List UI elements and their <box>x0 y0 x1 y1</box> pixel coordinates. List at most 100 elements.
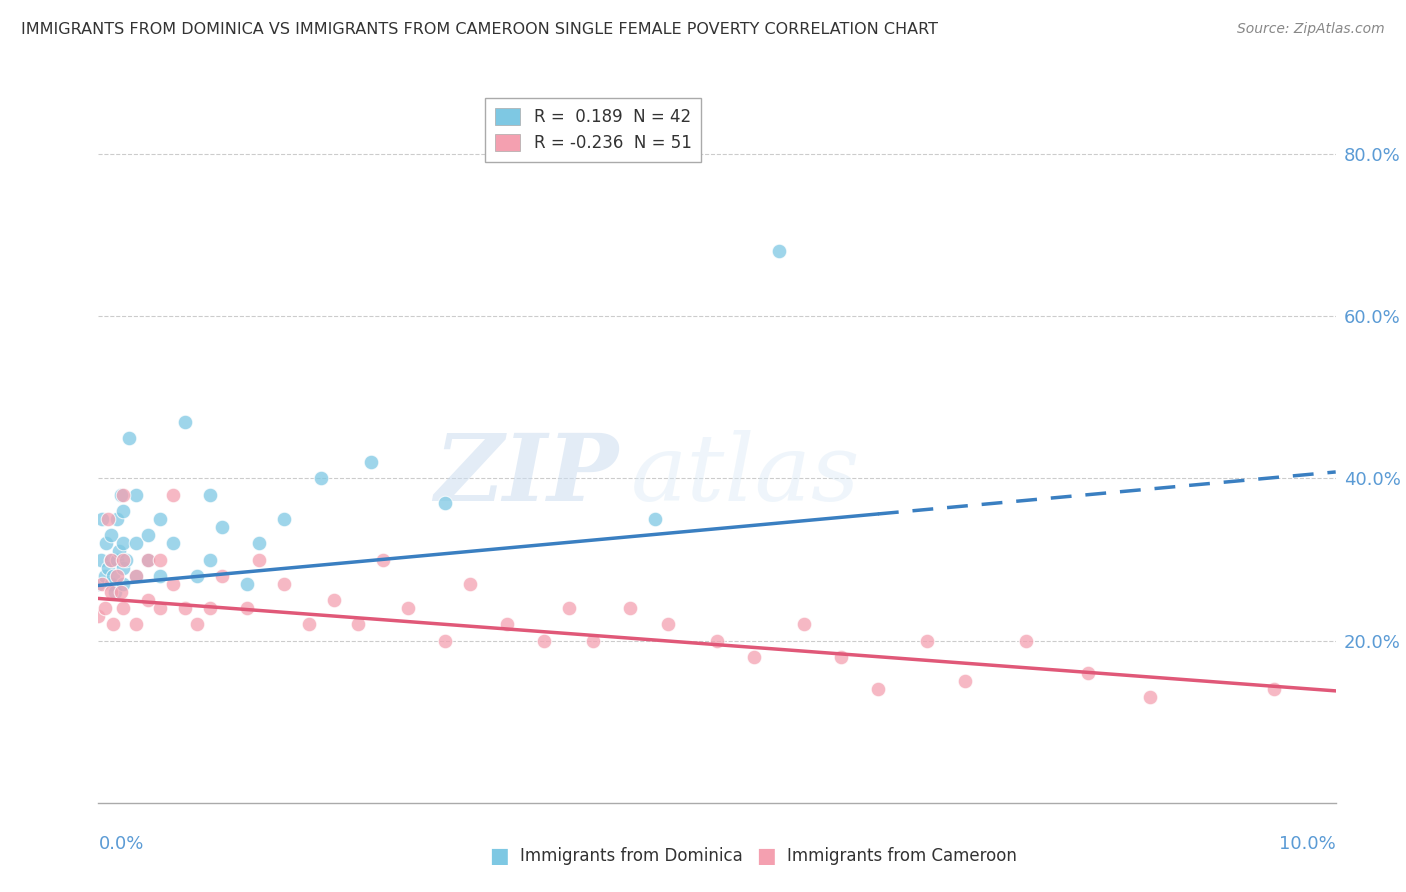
Point <box>866 682 889 697</box>
Point <box>322 593 344 607</box>
Point <box>103 617 125 632</box>
Point <box>162 577 184 591</box>
Text: ZIP: ZIP <box>434 430 619 519</box>
Text: Immigrants from Cameroon: Immigrants from Cameroon <box>787 847 1017 865</box>
Point <box>174 415 197 429</box>
Point <box>1015 633 1038 648</box>
Point <box>91 577 114 591</box>
Point <box>103 585 125 599</box>
Point <box>94 536 117 550</box>
Point <box>198 601 221 615</box>
Point <box>273 512 295 526</box>
Point <box>619 601 641 615</box>
Point <box>198 552 221 566</box>
Point <box>136 552 159 566</box>
Text: ■: ■ <box>756 847 776 866</box>
Point <box>768 244 790 259</box>
Point <box>247 552 270 566</box>
Point <box>433 633 456 648</box>
Legend: R =  0.189  N = 42, R = -0.236  N = 51: R = 0.189 N = 42, R = -0.236 N = 51 <box>485 97 702 162</box>
Point <box>87 609 110 624</box>
Text: Source: ZipAtlas.com: Source: ZipAtlas.com <box>1237 22 1385 37</box>
Point <box>136 552 159 566</box>
Text: 0.0%: 0.0% <box>98 835 143 853</box>
Point <box>97 512 120 526</box>
Point <box>149 512 172 526</box>
Point <box>298 617 321 632</box>
Point <box>118 431 141 445</box>
Point <box>136 528 159 542</box>
Point <box>360 455 382 469</box>
Point <box>309 471 332 485</box>
Point <box>112 601 135 615</box>
Text: 10.0%: 10.0% <box>1279 835 1336 853</box>
Point <box>103 568 125 582</box>
Point <box>793 617 815 632</box>
Point <box>644 512 666 526</box>
Point <box>100 585 122 599</box>
Point <box>112 504 135 518</box>
Point <box>100 552 122 566</box>
Point <box>124 617 146 632</box>
Point <box>110 585 132 599</box>
Point <box>90 552 112 566</box>
Point <box>91 512 114 526</box>
Point <box>917 633 939 648</box>
Point <box>1139 690 1161 705</box>
Point <box>174 601 197 615</box>
Point <box>706 633 728 648</box>
Point <box>97 560 120 574</box>
Text: atlas: atlas <box>630 430 860 519</box>
Point <box>93 568 115 582</box>
Point <box>105 568 128 582</box>
Point <box>162 488 184 502</box>
Point <box>953 674 976 689</box>
Point <box>186 568 208 582</box>
Point <box>149 568 172 582</box>
Point <box>100 552 122 566</box>
Point <box>124 568 146 582</box>
Point <box>198 488 221 502</box>
Point <box>87 577 110 591</box>
Point <box>149 601 172 615</box>
Point <box>557 601 579 615</box>
Point <box>108 544 131 558</box>
Point <box>371 552 394 566</box>
Point <box>495 617 517 632</box>
Point <box>112 536 135 550</box>
Point <box>396 601 419 615</box>
Point <box>149 552 172 566</box>
Point <box>211 520 233 534</box>
Point <box>347 617 370 632</box>
Point <box>112 577 135 591</box>
Point <box>1263 682 1285 697</box>
Point <box>136 593 159 607</box>
Point <box>247 536 270 550</box>
Point <box>114 552 136 566</box>
Point <box>112 560 135 574</box>
Point <box>110 488 132 502</box>
Point <box>124 488 146 502</box>
Point <box>1077 666 1099 681</box>
Point <box>100 577 122 591</box>
Point <box>186 617 208 632</box>
Point <box>657 617 679 632</box>
Point <box>236 601 259 615</box>
Point <box>124 536 146 550</box>
Point <box>273 577 295 591</box>
Text: ■: ■ <box>489 847 509 866</box>
Point <box>112 552 135 566</box>
Point <box>236 577 259 591</box>
Point <box>533 633 555 648</box>
Point <box>582 633 605 648</box>
Text: IMMIGRANTS FROM DOMINICA VS IMMIGRANTS FROM CAMEROON SINGLE FEMALE POVERTY CORRE: IMMIGRANTS FROM DOMINICA VS IMMIGRANTS F… <box>21 22 938 37</box>
Point <box>124 568 146 582</box>
Text: Immigrants from Dominica: Immigrants from Dominica <box>520 847 742 865</box>
Point <box>112 488 135 502</box>
Point <box>105 552 128 566</box>
Point <box>105 512 128 526</box>
Point <box>742 649 765 664</box>
Point <box>162 536 184 550</box>
Point <box>211 568 233 582</box>
Point <box>100 528 122 542</box>
